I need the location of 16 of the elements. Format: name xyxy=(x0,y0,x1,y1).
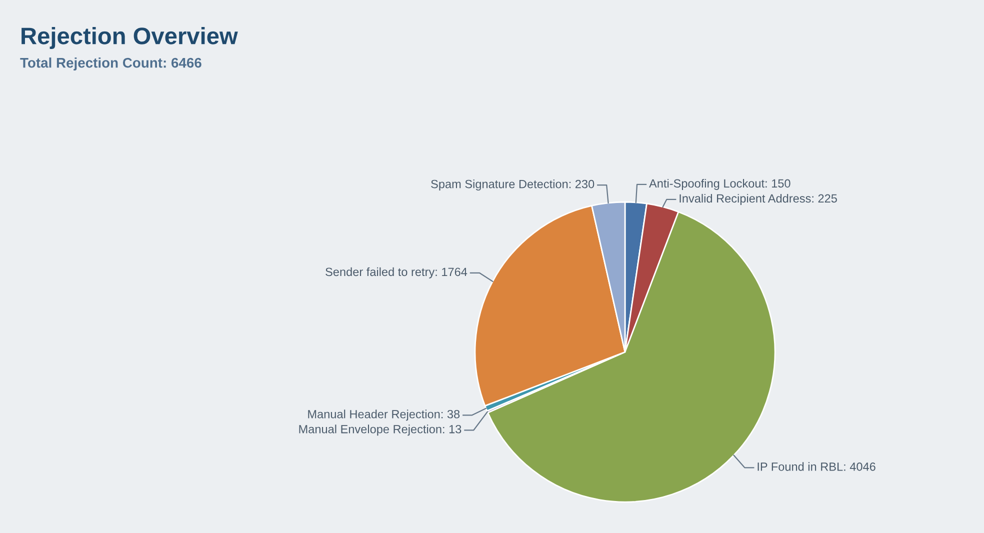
data-label: : 150 xyxy=(766,179,790,188)
slice-label: Manual Header Rejection xyxy=(308,410,440,421)
data-label: : 4046 xyxy=(844,462,876,471)
data-label: : 1764 xyxy=(436,268,468,276)
data-label: : 13 xyxy=(443,424,462,434)
data-label: : 230 xyxy=(569,180,594,188)
text: Total Rejection Count: 6466 xyxy=(20,58,202,70)
data-label: : 38 xyxy=(441,410,460,418)
slice-label: IP Found in RBL xyxy=(758,462,843,471)
slice-label: Spam Signature Detection xyxy=(431,180,568,191)
slice-label: Sender failed to retry xyxy=(326,267,435,278)
data-label: : 225 xyxy=(812,194,837,203)
slice-label: Anti-Spoofing Lockout xyxy=(649,178,764,190)
chart-title: Rejection Overview xyxy=(22,26,238,50)
slice-label: Invalid Recipient Address xyxy=(680,194,811,205)
slice-label: Manual Envelope Rejection xyxy=(299,424,442,436)
